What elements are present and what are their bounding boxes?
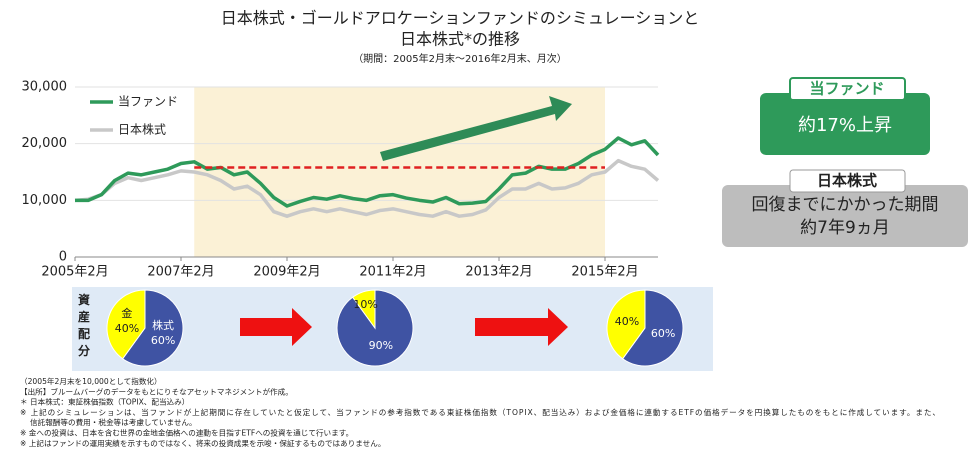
chart-title: 日本株式*の推移 (400, 30, 520, 49)
chart-subtitle: （期間：2005年2月末～2016年2月末、月次） (353, 52, 567, 65)
chart-title: 日本株式・ゴールドアロケーションファンドのシミュレーションと (221, 9, 700, 28)
footnote: ※ 上記はファンドの運用実績を示すものではなく、将来の投資成果を示唆・保証するも… (20, 438, 385, 448)
pie-category: 株式 (152, 318, 174, 332)
x-tick-label: 2015年2月 (571, 265, 638, 280)
series-line (75, 136, 660, 208)
legend-label: 当ファンド (118, 95, 178, 109)
x-tick-label: 2007年2月 (147, 265, 214, 280)
panel-text: 回復までにかかった期間 (752, 195, 939, 215)
arrow (240, 308, 312, 346)
pie-label: 10% (353, 298, 377, 311)
y-tick-label: 30,000 (22, 80, 68, 95)
series-line (74, 158, 660, 218)
pie-slice (606, 289, 646, 360)
footnote: 【出所】ブルームバーグのデータをもとにりそなアセットマネジメントが作成。 (20, 386, 293, 396)
pie-label: 60% (151, 334, 175, 347)
pie-slice (621, 289, 684, 367)
legend-label: 日本株式 (118, 122, 166, 137)
footnote: ＊ 日本株式：東証株価指数（TOPIX、配当込み） (20, 397, 189, 407)
pie-category: 金 (121, 306, 132, 320)
notes: （2005年2月末を10,000として指数化）【出所】ブルームバーグのデータをも… (20, 376, 940, 448)
footnote: 信託報酬等の費用・税金等は考慮していません。 (20, 417, 197, 427)
pie-slice (121, 289, 184, 367)
pie-label: 40% (615, 315, 639, 328)
footnote: ※ 金への投資は、日本を含む世界の金地金価格への連動を目指すETFへの投資を通じ… (20, 428, 353, 438)
x-tick-label: 2005年2月 (41, 265, 108, 280)
y-tick-label: 10,000 (22, 193, 68, 208)
x-tick-label: 2013年2月 (465, 265, 532, 280)
panel-tab: 日本株式 (817, 172, 877, 190)
allocation-label: 資産配分 (78, 292, 90, 358)
trend-arrow (380, 96, 572, 161)
panel-tab: 当ファンド (809, 80, 884, 98)
stock-panel (722, 185, 968, 247)
pie-slice (351, 289, 376, 330)
fund-panel (760, 93, 930, 155)
footnote: （2005年2月末を10,000として指数化） (20, 376, 162, 386)
panel-text: 約17%上昇 (798, 115, 892, 136)
panel-text: 約7年9ヵ月 (800, 218, 890, 238)
x-tick-label: 2011年2月 (359, 265, 426, 280)
footnote: ※ 上記のシミュレーションは、当ファンドが上記期間に存在していたと仮定して、当フ… (20, 407, 940, 417)
allocation-label: 資産配分 (78, 292, 90, 358)
x-tick-label: 2009年2月 (253, 265, 320, 280)
pie-slice (106, 289, 146, 360)
pie-label: 60% (651, 327, 675, 340)
y-tick-label: 0 (59, 250, 67, 265)
fund-tab (789, 77, 906, 101)
pie-label: 40% (115, 322, 139, 335)
pie-label: 90% (369, 339, 393, 352)
stock-tab (789, 169, 906, 193)
y-tick-label: 20,000 (22, 136, 68, 151)
arrow (475, 308, 568, 346)
